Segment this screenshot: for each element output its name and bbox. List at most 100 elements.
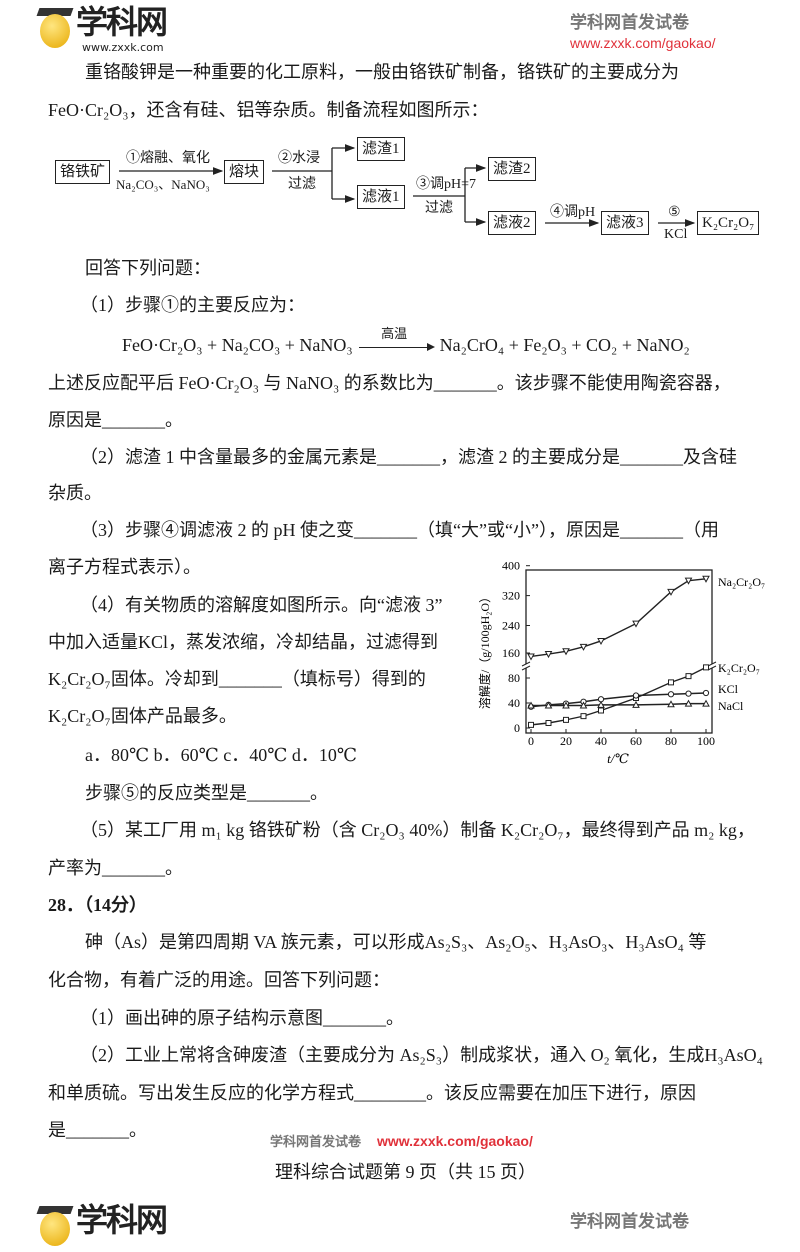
y-tick-label: 80 — [508, 671, 520, 685]
data-point — [527, 653, 535, 661]
y-tick-label: 400 — [502, 559, 520, 573]
data-point — [667, 588, 675, 596]
data-point — [702, 575, 710, 583]
mascot-icon — [40, 1212, 70, 1246]
q27-part2-b: 杂质。 — [48, 483, 102, 503]
x-tick-label: 60 — [630, 734, 642, 748]
series-label: K₂Cr₂O₇ — [718, 661, 760, 675]
solubility-chart: 0 20 40 60 80 100 0 40 80 160 240 320 400 Na₂Cr₂O₇ K₂… — [477, 559, 765, 766]
flowchart-arrows — [119, 144, 696, 227]
header-tagline: 学科网首发试卷 — [570, 13, 689, 32]
y-tick-label: 320 — [502, 589, 520, 603]
y-axis-label: 溶解度/（g/100gH₂O） — [477, 591, 492, 709]
node-product: K₂Cr₂O₇ — [697, 211, 760, 235]
q27-part5-b: 产率为_______。 — [48, 858, 183, 878]
data-point — [527, 701, 535, 709]
q27-part1-b: 上述反应配平后 FeO·Cr₂O₃ 与 NaNO₃ 的系数比为_______。该… — [48, 373, 731, 393]
step2-sub: 过滤 — [288, 177, 316, 192]
data-point — [685, 690, 692, 697]
q27-part3: （3）步骤④调滤液 2 的 pH 使之变_______（填“大”或“小”），原因… — [80, 520, 719, 540]
data-point — [702, 689, 710, 697]
q28-part2-c: 是_______。 — [48, 1120, 147, 1140]
x-tick-label: 100 — [697, 734, 715, 748]
axis-break-mark-left — [521, 665, 531, 671]
node-filtrate-1: 滤液1 — [357, 185, 405, 209]
axis-break-left — [522, 664, 530, 668]
axis-break-mark-right — [707, 661, 717, 667]
node-chromite: 铬铁矿 — [55, 160, 111, 184]
step1-label: ①熔融、氧化 — [126, 151, 210, 166]
y-tick-label: 40 — [508, 696, 520, 710]
footer-tagline: 学科网首发试卷 — [270, 1134, 362, 1149]
step3-label: ③调pH=7 — [416, 177, 477, 192]
mascot-icon — [40, 14, 70, 48]
reaction-arrow-icon: 高温 — [357, 326, 436, 357]
footer-tagline-2: 学科网首发试卷 — [570, 1212, 689, 1231]
data-point — [562, 648, 570, 656]
step4-label: ④调pH — [550, 205, 596, 220]
x-tick-label: 80 — [665, 734, 677, 748]
step5-reagent: KCl — [664, 227, 688, 242]
node-residue-2: 滤渣2 — [488, 157, 536, 181]
data-point — [702, 699, 710, 707]
q27-part4: （4）有关物质的溶解度如图所示。向“滤液 3” — [80, 595, 443, 615]
data-point — [632, 620, 640, 628]
data-point — [597, 700, 605, 708]
q28-part2-b: 和单质硫。写出发生反应的化学方程式________。该反应需要在加压下进行，原因 — [48, 1083, 696, 1103]
page-number: 理科综合试题第 9 页（共 15 页） — [275, 1162, 536, 1182]
q27-part5: （5）某工厂用 m₁ kg 铬铁矿粉（含 Cr₂O₃ 40%）制备 K₂Cr₂O… — [80, 820, 755, 840]
zxxk-logo: 学科网 www.zxxk.com — [30, 4, 180, 54]
data-point — [598, 707, 604, 714]
data-point — [703, 664, 709, 671]
data-point — [579, 643, 588, 651]
series-label: KCl — [718, 682, 739, 696]
intro-line-2: FeO·Cr₂O₃，还含有硅、铝等杂质。制备流程如图所示： — [48, 100, 489, 120]
reaction-equation: FeO·Cr₂O₃ + Na₂CO₃ + NaNO₃ 高温 Na₂CrO₄ + … — [122, 326, 690, 357]
series-line — [530, 666, 707, 726]
q27-options: a．80℃ b．60℃ c．40℃ d．10℃ — [85, 745, 358, 765]
chart-series: Na₂Cr₂O₇ K₂Cr₂O₇ KCl NaCl — [527, 575, 765, 728]
q28-intro-b: 化合物，有着广泛的用途。回答下列问题： — [48, 970, 390, 990]
series-line — [530, 578, 707, 658]
axis-break-mark-left — [521, 661, 531, 667]
data-point — [579, 701, 588, 709]
series-label: NaCl — [718, 699, 744, 713]
data-point — [528, 721, 534, 728]
data-point — [667, 700, 675, 708]
q27-part1: （1）步骤①的主要反应为： — [80, 295, 305, 315]
step2-label: ②水浸 — [278, 151, 320, 166]
q27-part4-d: K₂Cr₂O₇固体产品最多。 — [48, 706, 237, 726]
data-point — [667, 691, 675, 698]
intro-line-1: 重铬酸钾是一种重要的化工原料，一般由铬铁矿制备，铬铁矿的主要成分为 — [85, 62, 679, 82]
data-point — [632, 700, 640, 708]
data-point — [684, 577, 693, 585]
x-tick-label: 40 — [595, 734, 607, 748]
footer-url[interactable]: www.zxxk.com/gaokao/ — [377, 1133, 533, 1149]
data-point — [544, 701, 553, 709]
y-tick-label: 240 — [502, 619, 520, 633]
data-point — [685, 673, 692, 680]
x-tick-label: 20 — [560, 734, 572, 748]
q27-prompt: 回答下列问题： — [85, 258, 211, 278]
data-point — [562, 701, 570, 709]
q27-part4-c: K₂Cr₂O₇固体。冷却到_______（填标号）得到的 — [48, 669, 426, 689]
equation-products: Na₂CrO₄ + Fe₂O₃ + CO₂ + NaNO₂ — [439, 335, 690, 355]
axis-break-mark-right — [707, 665, 717, 671]
step1-reagents: Na₂CO₃、NaNO₃ — [116, 177, 210, 192]
node-residue-1: 滤渣1 — [357, 137, 405, 161]
x-tick-label: 0 — [528, 734, 534, 748]
data-point — [563, 716, 569, 723]
node-filtrate-2: 滤液2 — [488, 211, 536, 235]
header-url[interactable]: www.zxxk.com/gaokao/ — [570, 35, 716, 51]
equation-reactants: FeO·Cr₂O₃ + Na₂CO₃ + NaNO₃ — [122, 335, 353, 355]
q27-part4-b: 中加入适量KCl，蒸发浓缩，冷却结晶，过滤得到 — [48, 632, 439, 652]
data-point — [597, 637, 605, 646]
data-point — [544, 651, 553, 659]
footer-logo-name: 学科网 — [76, 1201, 168, 1239]
logo-url: www.zxxk.com — [82, 41, 164, 54]
footer-logo: 学科网 — [30, 1202, 180, 1252]
q27-part1-c: 原因是_______。 — [48, 410, 183, 430]
y-tick-label: 160 — [502, 646, 520, 660]
node-melt-block: 熔块 — [224, 160, 265, 184]
equation-condition: 高温 — [381, 325, 408, 341]
